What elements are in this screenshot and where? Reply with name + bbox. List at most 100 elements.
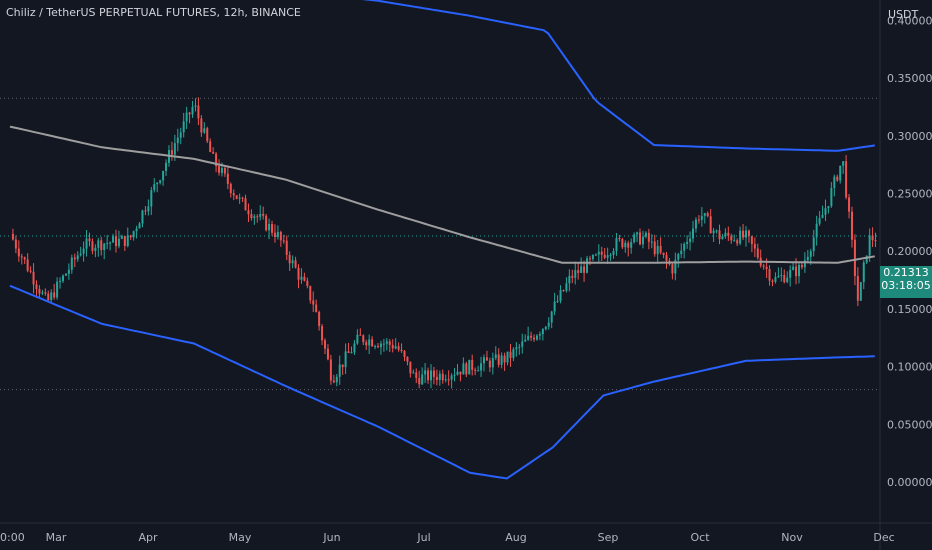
candle-body — [659, 245, 662, 253]
y-tick-label: 0.10000 — [887, 361, 932, 374]
candle-body — [650, 241, 653, 243]
candle-body — [482, 357, 485, 364]
candle-body — [406, 356, 409, 362]
candle-body — [170, 150, 173, 155]
candle-body — [279, 231, 282, 241]
y-tick-label: 0.00000 — [887, 476, 932, 489]
candle-body — [597, 251, 600, 255]
candle-body — [480, 363, 483, 371]
candle-body — [618, 238, 621, 240]
candle-body — [535, 335, 538, 340]
candle-body — [32, 271, 35, 285]
candle-body — [385, 341, 388, 344]
candle-body — [562, 290, 565, 292]
candle-body — [700, 215, 703, 220]
candle-body — [200, 118, 203, 133]
candle-body — [639, 232, 642, 245]
candle-body — [382, 343, 385, 345]
candle-body — [38, 288, 41, 294]
candle-body — [706, 213, 709, 217]
candle-body — [377, 346, 379, 348]
candle-body — [241, 197, 244, 199]
candle-body — [724, 232, 727, 237]
candle-body — [703, 213, 706, 216]
candle-body — [712, 230, 715, 234]
candle-body — [59, 280, 62, 282]
candle-body — [630, 242, 633, 248]
candle-body — [218, 166, 221, 173]
candle-body — [91, 241, 94, 251]
candle-body — [182, 121, 185, 133]
candle-body — [612, 251, 615, 255]
candle-body — [70, 257, 73, 270]
candle-body — [641, 236, 644, 245]
candle-body — [697, 219, 700, 221]
candle-body — [244, 198, 247, 211]
candle-body — [273, 232, 276, 237]
x-tick-label: Jun — [322, 531, 340, 544]
candle-body — [312, 300, 315, 305]
months-layer[interactable]: 0:00 Mar Apr May Jun Jul Aug Sep Oct Nov Dec — [0, 531, 895, 544]
candle-body — [126, 235, 129, 247]
candle-body — [633, 234, 636, 243]
candle-body — [147, 206, 150, 212]
last-price-tag: 0.21313 03:18:05 — [880, 266, 932, 298]
candle-body — [415, 372, 418, 378]
candle-body — [56, 281, 59, 298]
candle-body — [836, 176, 839, 181]
candle-body — [129, 235, 132, 238]
y-tick-label: 0.05000 — [887, 418, 932, 431]
candle-body — [144, 210, 147, 212]
candle-body — [689, 238, 692, 242]
candle-body — [718, 230, 721, 240]
x-tick-label: Dec — [873, 531, 894, 544]
candle-body — [674, 259, 677, 274]
candle-body — [400, 349, 403, 351]
candle-body — [120, 236, 123, 239]
candle-body — [692, 228, 695, 239]
candle-body — [215, 153, 218, 167]
candle-body — [432, 370, 435, 377]
candle-body — [459, 371, 462, 375]
candle-body — [165, 162, 168, 171]
candle-body — [188, 112, 191, 115]
candle-body — [665, 255, 668, 261]
candle-body — [61, 275, 64, 281]
candle-body — [179, 132, 182, 138]
candle-body — [833, 176, 836, 188]
candle-body — [624, 242, 627, 248]
candle-body — [792, 266, 795, 270]
candle-body — [827, 206, 830, 209]
candle-body — [762, 265, 765, 267]
candle-body — [468, 359, 471, 375]
ticks-layer[interactable]: 0.450000.400000.350000.300000.250000.200… — [887, 0, 932, 489]
candle-body — [67, 269, 70, 274]
candle-body — [232, 193, 235, 196]
candle-body — [818, 218, 821, 224]
y-tick-label: 0.20000 — [887, 245, 932, 258]
candle-body — [506, 351, 509, 363]
candle-body — [138, 223, 141, 229]
candle-body — [79, 253, 82, 256]
candle-body — [324, 340, 327, 349]
candle-body — [347, 351, 350, 353]
candle-body — [82, 248, 85, 254]
candle-body — [371, 339, 374, 347]
candle-body — [106, 243, 109, 245]
candle-body — [365, 342, 368, 346]
candle-body — [394, 346, 397, 349]
candle-body — [176, 137, 179, 144]
candle-body — [341, 364, 344, 368]
candle-body — [777, 276, 780, 278]
candle-body — [795, 266, 798, 277]
candle-body — [609, 254, 612, 256]
x-tick-label: 0:00 — [0, 531, 25, 544]
candle-body — [250, 214, 253, 219]
candle-body — [206, 128, 209, 142]
candle-body — [583, 266, 586, 273]
candle-body — [73, 257, 76, 260]
candle-body — [756, 248, 759, 258]
candle-body — [109, 242, 112, 244]
candle-body — [621, 239, 624, 248]
candle-body — [235, 195, 238, 199]
